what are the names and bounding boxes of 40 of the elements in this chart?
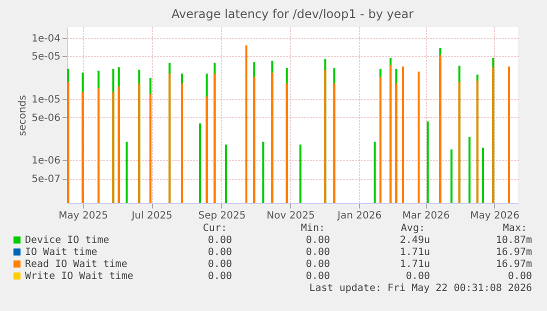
x-tick-label: Jan 2026 [336, 210, 382, 222]
y-tick-label: 5e-06 [32, 112, 60, 124]
text: 0.00 [306, 271, 330, 282]
legend-label: IO Wait time [25, 247, 98, 258]
text: Avg: [400, 223, 425, 234]
chart-title: Average latency for /dev/loop1 - by year [171, 7, 414, 21]
y-tick-label: 5e-07 [32, 174, 60, 186]
legend-label: Write IO Wait time [25, 271, 134, 282]
y-tick-label: 1e-04 [32, 33, 60, 44]
text: 0.00 [208, 259, 232, 270]
text: Cur: [202, 223, 227, 234]
text: Last update: Fri May 22 00:31:08 2026 [309, 283, 532, 294]
text: 0.00 [306, 235, 330, 246]
text: 0.00 [208, 271, 232, 282]
text: Max: [502, 223, 527, 234]
text: 16.97m [496, 259, 532, 270]
x-tick-label: Mar 2026 [402, 210, 450, 222]
x-tick-label: May 2025 [58, 210, 108, 222]
text: 0.00 [208, 235, 232, 246]
text: 0.00 [306, 247, 330, 258]
y-tick-label: 1e-05 [32, 94, 60, 106]
x-tick-label: Jul 2025 [130, 210, 172, 222]
y-tick-label: 1e-06 [32, 156, 60, 167]
y-tick-label: 5e-05 [32, 52, 60, 63]
text: 1.71u [400, 247, 430, 258]
x-tick-label: May 2026 [470, 210, 520, 222]
legend-label: Device IO time [25, 235, 110, 246]
text: 0.00 [306, 259, 330, 270]
text: 16.97m [496, 247, 532, 258]
text: 0.00 [508, 271, 532, 282]
x-tick-label: Sep 2025 [198, 210, 246, 222]
x-tick-label: Nov 2025 [266, 210, 315, 222]
text: 0.00 [208, 247, 232, 258]
text: 2.49u [400, 235, 430, 246]
y-axis-title: seconds [18, 95, 29, 136]
text: 1.71u [400, 259, 430, 270]
text: 0.00 [406, 271, 430, 282]
text: 10.87m [496, 235, 532, 246]
legend-label: Read IO Wait time [25, 259, 128, 270]
text: Min: [300, 223, 325, 234]
